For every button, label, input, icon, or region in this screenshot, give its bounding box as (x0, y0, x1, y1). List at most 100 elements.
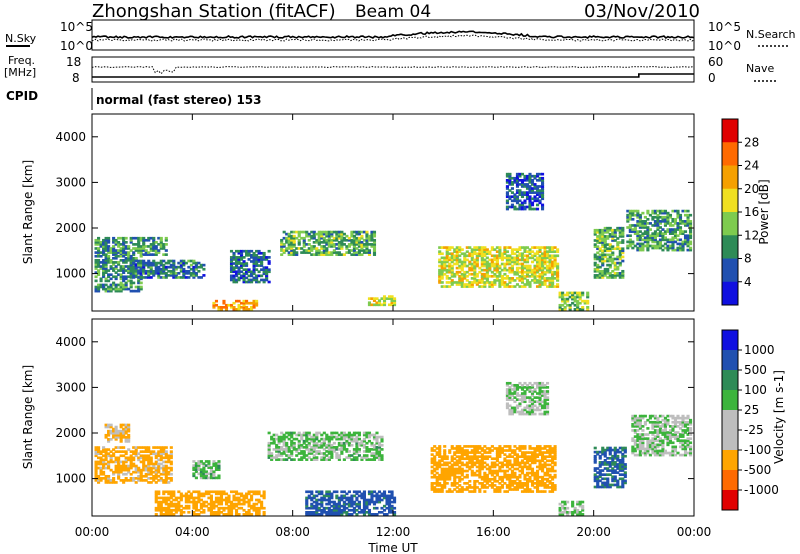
heatmap-cell (380, 448, 384, 451)
heatmap-cell (229, 305, 234, 309)
heatmap-cell (124, 423, 128, 427)
heatmap-cell (360, 247, 364, 250)
heatmap-cell (300, 452, 304, 455)
heatmap-cell (528, 471, 532, 475)
heatmap-cell (593, 245, 597, 248)
heatmap-cell (513, 406, 517, 410)
heatmap-cell (523, 477, 527, 481)
heatmap-cell (676, 224, 680, 227)
heatmap-cell (540, 258, 545, 262)
heatmap-cell (114, 265, 118, 268)
heatmap-cell (109, 289, 113, 293)
heatmap-cell (209, 470, 213, 474)
heatmap-cell (621, 269, 625, 273)
heatmap-cell (508, 463, 512, 467)
heatmap-cell (535, 477, 540, 481)
heatmap-cell (621, 235, 625, 238)
heatmap-cell (528, 455, 532, 459)
heatmap-cell (192, 490, 196, 494)
heatmap-cell (327, 500, 331, 504)
heatmap-cell (681, 242, 685, 246)
heatmap-cell (164, 276, 168, 279)
heatmap-cell (214, 299, 219, 303)
heatmap-cell (540, 197, 545, 201)
heatmap-cell (267, 280, 271, 284)
heatmap-cell (144, 468, 148, 472)
heatmap-cell (302, 245, 306, 248)
heatmap-cell (551, 477, 555, 481)
heatmap-cell (169, 513, 173, 516)
heatmap-cell (340, 494, 344, 498)
heatmap-cell (112, 452, 116, 456)
heatmap-cell (290, 450, 294, 453)
heatmap-cell (310, 450, 314, 453)
heatmap-cell (551, 260, 555, 264)
heatmap-cell (438, 250, 442, 254)
heatmap-cell (520, 490, 525, 493)
heatmap-cell (337, 441, 341, 445)
heatmap-cell (616, 226, 620, 230)
heatmap-cell (102, 259, 106, 262)
heatmap-cell (460, 453, 464, 456)
heatmap-cell (164, 502, 168, 506)
heatmap-cell (450, 457, 454, 461)
heatmap-cell (377, 490, 382, 494)
heatmap-cell (350, 494, 354, 498)
heatmap-cell (104, 254, 108, 258)
heatmap-cell (287, 238, 291, 242)
heatmap-cell (169, 490, 173, 494)
heatmap-cell (641, 234, 645, 238)
heatmap-cell (252, 303, 256, 307)
heatmap-cell (239, 274, 244, 278)
heatmap-cell (250, 272, 254, 276)
heatmap-cell (335, 504, 339, 508)
heatmap-cell (518, 172, 522, 176)
heatmap-cell (104, 238, 108, 242)
heatmap-cell (347, 513, 351, 516)
heatmap-cell (443, 256, 447, 260)
heatmap-cell (473, 252, 477, 256)
heatmap-cell (480, 463, 484, 467)
heatmap-cell (347, 500, 351, 504)
heatmap-cell (197, 468, 201, 471)
heatmap-cell (197, 464, 201, 467)
heatmap-cell (184, 494, 188, 498)
heatmap-cell (149, 456, 153, 460)
heatmap-cell (252, 492, 256, 496)
heatmap-cell (538, 283, 542, 286)
heatmap-cell (370, 513, 374, 516)
heatmap-cell (335, 236, 339, 240)
heatmap-cell (525, 471, 530, 475)
heatmap-cell (641, 222, 645, 225)
heatmap-cell (360, 236, 364, 240)
heatmap-cell (164, 506, 168, 510)
noise-right-tick-low: 10^0 (708, 39, 741, 53)
heatmap-cell (97, 283, 101, 287)
heatmap-cell (94, 261, 98, 264)
heatmap-cell (275, 450, 279, 453)
heatmap-cell (292, 238, 296, 242)
heatmap-cell (162, 481, 166, 484)
heatmap-cell (292, 446, 296, 449)
heatmap-cell (540, 490, 545, 493)
heatmap-cell (119, 273, 123, 277)
heatmap-cell (355, 243, 359, 246)
heatmap-cell (107, 285, 111, 289)
heatmap-cell (651, 238, 655, 242)
heatmap-cell (122, 285, 126, 289)
heatmap-cell (495, 264, 499, 268)
heatmap-cell (543, 281, 547, 284)
heatmap-cell (540, 467, 545, 471)
heatmap-cell (310, 458, 314, 461)
heatmap-cell (513, 390, 517, 393)
heatmap-cell (325, 458, 329, 461)
heatmap-cell (144, 450, 148, 453)
heatmap-cell (485, 451, 489, 454)
heatmap-cell (360, 492, 364, 496)
heatmap-cell (601, 230, 605, 234)
heatmap-cell (478, 471, 482, 475)
heatmap-cell (112, 241, 116, 244)
heatmap-cell (117, 269, 121, 272)
heatmap-cell (255, 256, 259, 259)
heatmap-cell (518, 199, 522, 203)
